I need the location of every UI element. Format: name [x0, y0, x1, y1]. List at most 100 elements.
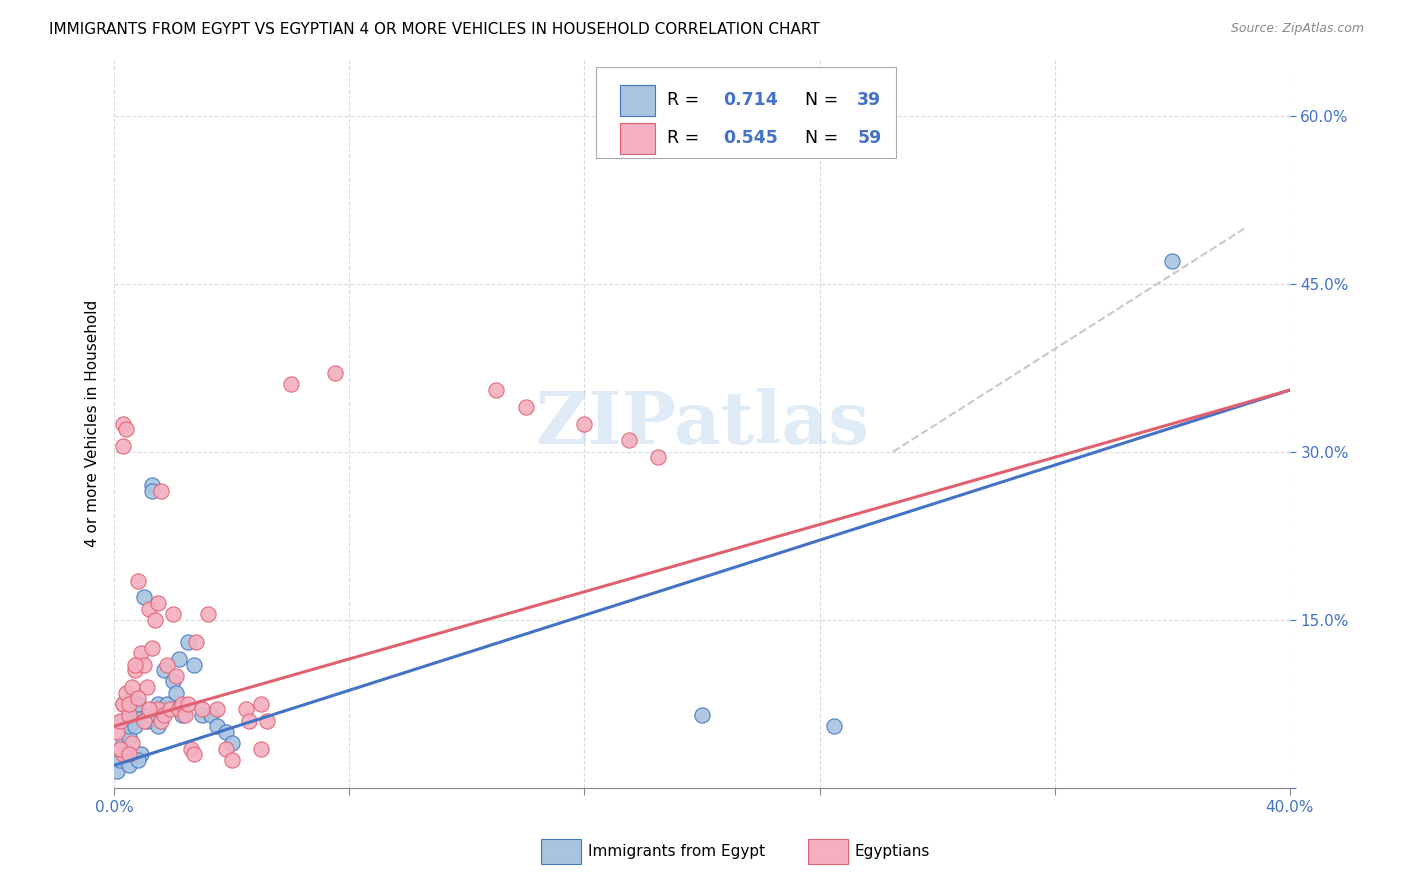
- Point: [141, 478, 163, 492]
- Point: [148, 719, 170, 733]
- Point: [118, 697, 141, 711]
- Point: [118, 758, 141, 772]
- Point: [111, 417, 134, 431]
- Point: [124, 663, 146, 677]
- Point: [127, 574, 149, 588]
- Point: [165, 669, 187, 683]
- Text: 59: 59: [858, 129, 882, 147]
- Point: [127, 697, 149, 711]
- Point: [173, 708, 195, 723]
- Point: [141, 640, 163, 655]
- Point: [162, 607, 184, 621]
- Point: [256, 714, 278, 728]
- Point: [118, 719, 141, 733]
- Point: [186, 635, 208, 649]
- Text: 0.714: 0.714: [723, 91, 778, 110]
- Point: [515, 400, 537, 414]
- Point: [115, 422, 138, 436]
- Point: [135, 680, 157, 694]
- Point: [235, 702, 257, 716]
- Point: [111, 714, 134, 728]
- Point: [221, 736, 243, 750]
- Point: [118, 731, 141, 745]
- Point: [165, 685, 187, 699]
- Point: [170, 708, 193, 723]
- Point: [191, 708, 214, 723]
- Point: [823, 719, 845, 733]
- Point: [135, 714, 157, 728]
- Point: [617, 434, 640, 448]
- Point: [215, 741, 238, 756]
- Point: [108, 741, 131, 756]
- Bar: [620, 85, 655, 116]
- Point: [183, 657, 205, 672]
- Text: Immigrants from Egypt: Immigrants from Egypt: [588, 845, 765, 859]
- Point: [148, 702, 170, 716]
- Point: [121, 736, 143, 750]
- Point: [150, 714, 173, 728]
- Point: [183, 747, 205, 761]
- Point: [574, 417, 596, 431]
- Point: [250, 741, 273, 756]
- Point: [153, 708, 176, 723]
- Point: [150, 702, 173, 716]
- Point: [159, 702, 181, 716]
- Point: [148, 596, 170, 610]
- Point: [191, 702, 214, 716]
- Point: [118, 708, 141, 723]
- Text: Source: ZipAtlas.com: Source: ZipAtlas.com: [1230, 22, 1364, 36]
- Point: [111, 736, 134, 750]
- Point: [105, 764, 128, 778]
- Point: [176, 697, 198, 711]
- Point: [129, 747, 152, 761]
- Point: [111, 697, 134, 711]
- Point: [127, 753, 149, 767]
- Point: [143, 613, 166, 627]
- Text: IMMIGRANTS FROM EGYPT VS EGYPTIAN 4 OR MORE VEHICLES IN HOUSEHOLD CORRELATION CH: IMMIGRANTS FROM EGYPT VS EGYPTIAN 4 OR M…: [49, 22, 820, 37]
- Point: [167, 652, 190, 666]
- Point: [111, 747, 134, 761]
- Text: N =: N =: [794, 91, 844, 110]
- Point: [108, 714, 131, 728]
- Point: [162, 674, 184, 689]
- Point: [138, 702, 160, 716]
- Y-axis label: 4 or more Vehicles in Household: 4 or more Vehicles in Household: [86, 300, 100, 548]
- Point: [200, 708, 222, 723]
- Point: [221, 753, 243, 767]
- FancyBboxPatch shape: [596, 67, 896, 158]
- Point: [205, 702, 228, 716]
- Point: [138, 708, 160, 723]
- Point: [176, 635, 198, 649]
- Point: [485, 383, 508, 397]
- Point: [129, 646, 152, 660]
- Point: [111, 697, 134, 711]
- Point: [197, 607, 219, 621]
- Point: [115, 747, 138, 761]
- Point: [205, 719, 228, 733]
- Point: [170, 697, 193, 711]
- Point: [111, 439, 134, 453]
- Point: [115, 685, 138, 699]
- Point: [156, 657, 179, 672]
- Point: [167, 702, 190, 716]
- Point: [132, 714, 155, 728]
- Point: [153, 663, 176, 677]
- Point: [156, 697, 179, 711]
- Text: 0.545: 0.545: [723, 129, 778, 147]
- Point: [148, 697, 170, 711]
- Text: ZIPatlas: ZIPatlas: [536, 388, 869, 459]
- Point: [250, 697, 273, 711]
- Text: R =: R =: [666, 91, 704, 110]
- Point: [132, 657, 155, 672]
- Text: 39: 39: [858, 91, 882, 110]
- Point: [150, 483, 173, 498]
- Point: [108, 753, 131, 767]
- Point: [132, 591, 155, 605]
- Point: [690, 708, 713, 723]
- Point: [215, 724, 238, 739]
- Point: [121, 708, 143, 723]
- Point: [105, 724, 128, 739]
- Point: [124, 719, 146, 733]
- Point: [124, 657, 146, 672]
- Text: N =: N =: [794, 129, 844, 147]
